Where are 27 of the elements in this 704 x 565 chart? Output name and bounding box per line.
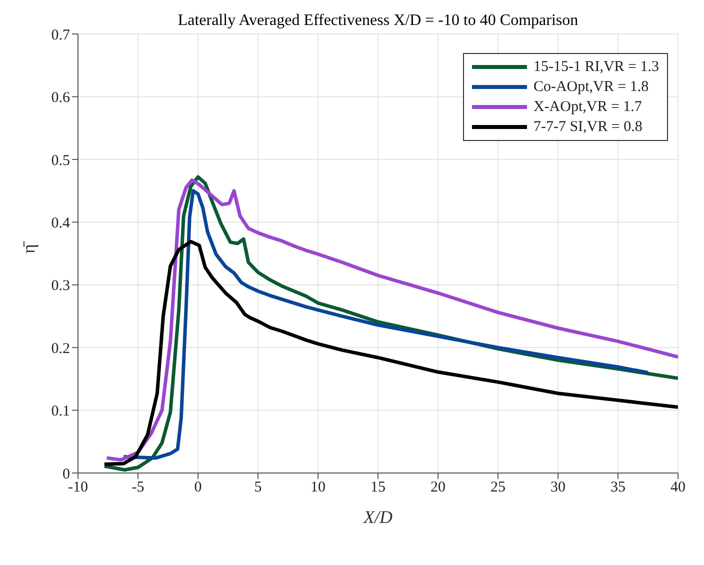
chart-title: Laterally Averaged Effectiveness X/D = -10 to 40 Comparison: [176, 12, 580, 30]
x-axis-title: X/D: [362, 507, 392, 527]
legend-label: X-AOpt,VR = 1.7: [533, 98, 642, 117]
x-tick-label: 30: [550, 480, 566, 496]
y-tick-label: 0.3: [51, 278, 70, 294]
y-tick-label: 0: [62, 466, 70, 482]
y-axis-title: η̄: [18, 241, 38, 254]
x-tick-label: -10: [68, 480, 88, 496]
x-tick-label: 5: [254, 480, 262, 496]
y-tick-label: 0.5: [51, 152, 70, 169]
legend-label: 7-7-7 SI,VR = 0.8: [533, 118, 642, 137]
x-tick-label: 25: [490, 480, 506, 496]
x-tick-label: -5: [132, 480, 144, 496]
y-tick-label: 0.1: [51, 404, 70, 420]
line-series: [102, 240, 678, 466]
y-tick-label: 0.4: [51, 215, 70, 232]
legend-label: 15-15-1 RI,VR = 1.3: [533, 58, 659, 77]
x-tick-label: 35: [610, 480, 626, 496]
x-tick-label: 20: [430, 480, 446, 496]
x-tick-label: 40: [670, 480, 686, 496]
y-tick-label: 0.2: [51, 340, 70, 357]
x-tick-label: 0: [194, 480, 202, 496]
x-tick-label: 10: [310, 480, 326, 496]
legend-label: Co-AOpt,VR = 1.8: [533, 78, 649, 97]
y-tick-label: 0.6: [51, 90, 70, 106]
y-tick-label: 0.7: [51, 27, 70, 44]
x-tick-label: 15: [370, 480, 386, 496]
